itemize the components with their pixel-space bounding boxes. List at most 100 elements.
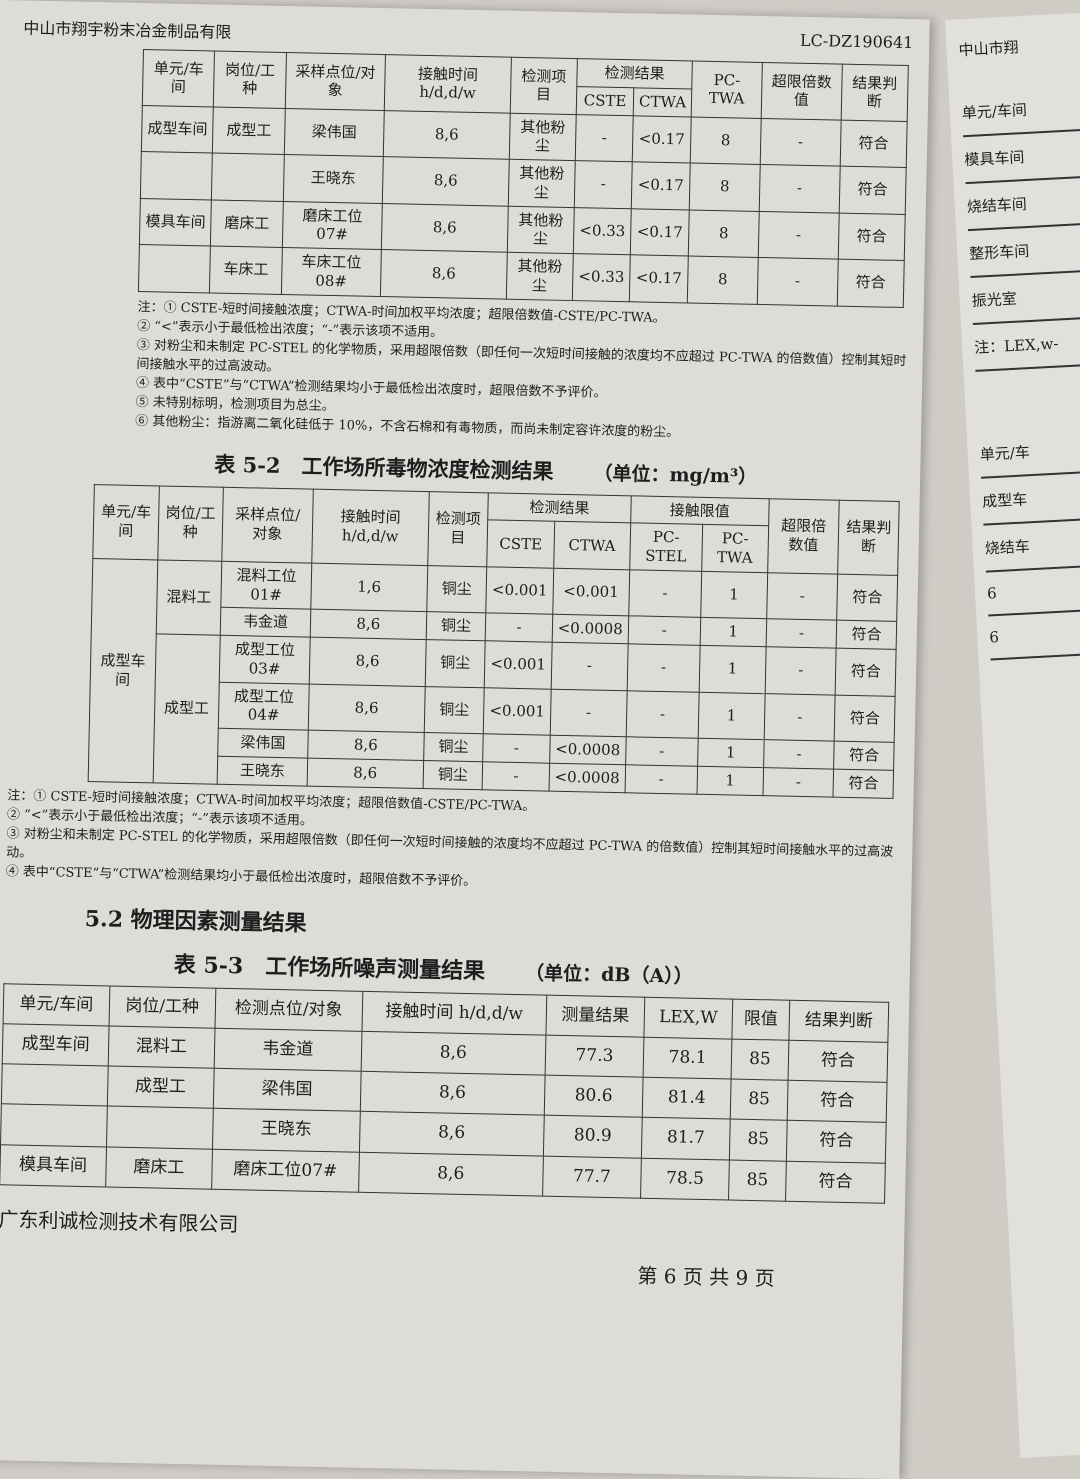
cell-ctwa: - [549,688,627,737]
cell-post [106,1106,213,1149]
cell-judge: 符合 [836,620,897,650]
th-result: 检测结果 [576,58,693,89]
cell-pctwa: 1 [700,571,768,619]
adjacent-list-2: 单元/车 成型车 烧结车 6 6 [978,425,1080,661]
cell-time: 1,6 [310,562,428,612]
cell-result: 77.7 [542,1155,642,1198]
adjacent-item: 6 [988,610,1080,661]
cell-point: 磨床工位07# [211,1148,360,1193]
cell-time: 8,6 [383,110,510,160]
th-point: 采样点位/对象 [221,486,314,563]
cell-point: 磨床工位07# [282,200,383,250]
cell-cste: - [485,613,553,643]
cell-pcstel: - [628,569,702,618]
cell-unit: 成型车间 [2,1023,109,1066]
cell-limit: 85 [730,1079,789,1121]
cell-post: 车床工 [209,245,283,294]
cell-cste: <0.001 [485,566,554,615]
th-limit: 限值 [731,998,790,1041]
cell-point: 混料工位01# [220,561,312,610]
cell-point: 成型工位03# [219,635,311,684]
th-point: 采样点位/对象 [285,52,386,111]
cell-cste: - [575,114,634,162]
table-5-3: 单元/车间 岗位/工种 检测点位/对象 接触时间 h/d,d/w 测量结果 LE… [0,983,889,1204]
th-pctwa: PC-TWA [691,61,763,118]
cell-cste: - [482,761,550,791]
cell-exceed: - [764,646,837,695]
cell-unit [1,1063,109,1107]
th-item: 检测项目 [509,57,578,115]
th-exceed: 超限倍数值 [761,62,842,120]
cell-item: 其他粉尘 [507,205,575,254]
th-post: 岗位/工种 [108,985,216,1028]
cell-judge: 符合 [785,1160,886,1204]
cell-unit: 成型车间 [88,558,158,783]
th-lex: LEX,W [644,996,733,1039]
table-5-3-caption: 表 5-3 工作场所噪声测量结果 [173,951,486,984]
cell-time: 8,6 [358,1151,543,1196]
header-company: 中山市翔宇粉末冶金制品有限 [23,18,232,42]
cell-post: 成型工 [212,106,286,155]
cell-cste: <0.001 [483,687,551,736]
cell-cste: <0.001 [484,640,552,689]
doc-number: LC-DZ190641 [799,30,914,53]
cell-judge: 符合 [839,119,908,168]
cell-item: 其他粉尘 [508,159,576,208]
th-ctwa: CTWA [553,521,631,570]
cell-time: 8,6 [308,683,425,733]
cell-item: 铜尘 [422,760,483,790]
cell-limit: 85 [730,1038,790,1081]
th-unit: 单元/车间 [92,484,159,560]
adjacent-item: 单元/车 [978,425,1080,479]
th-judge: 结果判断 [789,999,889,1043]
cell-unit [140,151,213,200]
cell-pctwa: 1 [698,645,766,694]
cell-cste: <0.33 [572,253,631,302]
cell-exceed: - [760,117,841,167]
th-cste: CSTE [486,520,555,568]
cell-point: 王晓东 [283,154,384,204]
cell-item: 铜尘 [425,611,486,641]
cell-pctwa: 8 [690,116,762,165]
th-unit: 单元/车间 [3,983,110,1026]
cell-item: 铜尘 [426,565,487,614]
th-result: 测量结果 [545,994,646,1037]
cell-ctwa: <0.0008 [551,614,629,644]
cell-time: 8,6 [307,757,424,789]
cell-ctwa: <0.001 [552,567,630,617]
cell-judge: 符合 [837,573,898,622]
cell-exceed: - [763,739,835,769]
cell-point: 王晓东 [212,1108,361,1152]
cell-unit: 模具车间 [0,1144,107,1187]
th-post: 岗位/工种 [213,51,287,108]
cell-time: 8,6 [381,203,509,253]
cell-time: 8,6 [382,156,510,206]
cell-limit: 85 [729,1119,788,1161]
cell-item: 其他粉尘 [506,252,574,301]
cell-judge: 符合 [838,166,907,215]
cell-point: 梁伟国 [212,1068,362,1112]
cell-post: 混料工 [108,1025,215,1069]
cell-unit: 成型车间 [141,105,214,153]
cell-ctwa: <0.17 [630,208,690,256]
cell-pcstel: - [627,616,701,646]
table-5-1: 单元/车间 岗位/工种 采样点位/对象 接触时间 h/d,d/w 检测项目 检测… [138,49,909,307]
document-page: 中山市翔宇粉末冶金制品有限 LC-DZ190641 单元/车间 岗位/工种 采样… [0,0,930,1479]
cell-pcstel: - [624,764,698,794]
th-time: 接触时间 h/d,d/w [361,990,547,1035]
cell-ctwa: <0.0008 [548,762,626,793]
table-5-2-unit: （单位：mg/m³） [593,462,758,488]
cell-judge: 符合 [837,212,906,261]
cell-pctwa: 8 [689,162,761,211]
adjacent-list-1: 单元/车间 模具车间 烧结车间 整形车间 振光室 注：LEX,w- [960,83,1080,372]
cell-time: 8,6 [307,730,424,761]
cell-judge: 符合 [836,259,905,307]
cell-item: 铜尘 [423,686,485,734]
th-limit: 接触限值 [630,495,770,526]
table-5-2-notes: 注：① CSTE-短时间接触浓度；CTWA-时间加权平均浓度；超限倍数值-CST… [6,786,898,900]
cell-pcstel: - [625,736,699,767]
cell-point: 韦金道 [220,607,311,638]
cell-item: 铜尘 [424,639,486,688]
cell-ctwa: <0.0008 [549,735,627,765]
cell-cste: - [574,160,633,209]
